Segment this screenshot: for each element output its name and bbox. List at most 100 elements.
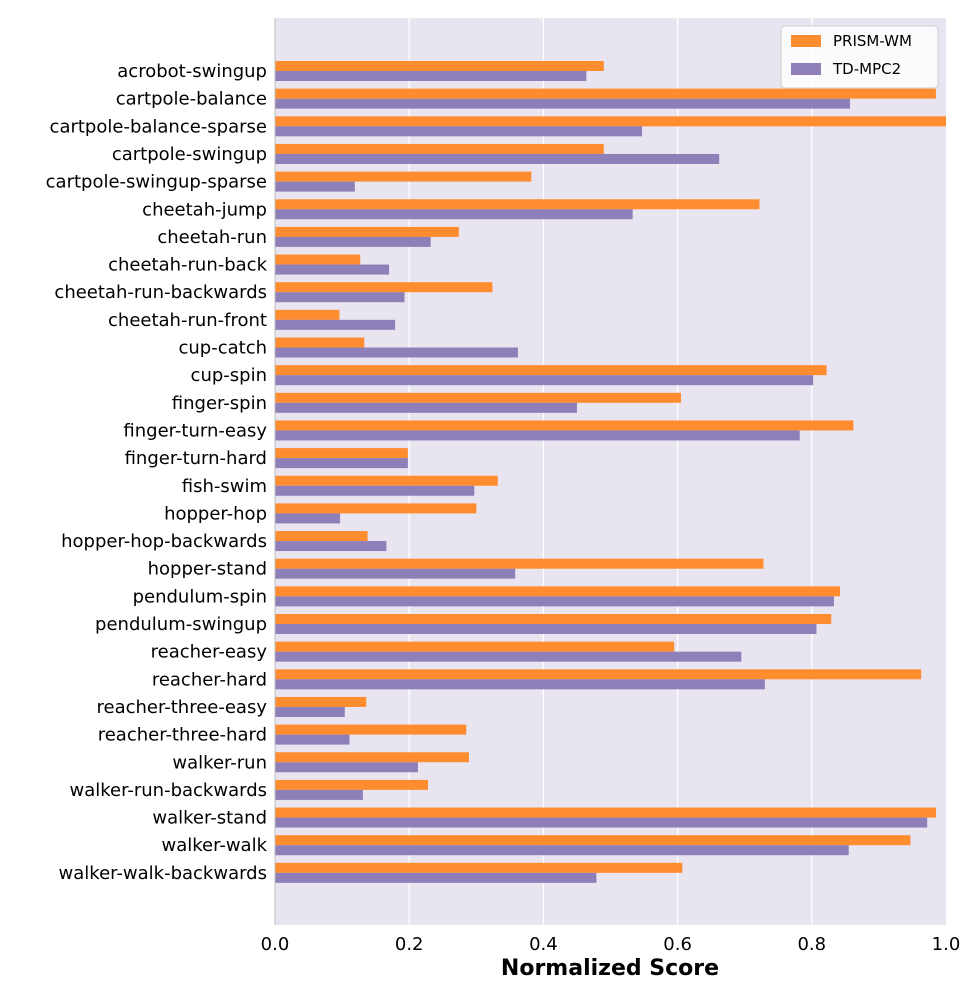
category-label: hopper-hop-backwards	[61, 531, 267, 552]
x-tick-labels: 0.0 0.2 0.4 0.6 0.8 1.0	[261, 934, 961, 955]
grid-lines	[408, 18, 813, 925]
category-label: cartpole-swingup	[112, 144, 267, 165]
category-label: walker-walk-backwards	[59, 863, 267, 884]
legend-swatch-td-mpc2	[791, 63, 821, 75]
bar-td-mpc2-finger-spin	[275, 402, 577, 413]
x-tick-label: 1.0	[932, 934, 961, 955]
category-label: reacher-three-hard	[98, 725, 267, 746]
category-label: finger-spin	[172, 393, 267, 414]
category-label: reacher-easy	[151, 642, 268, 663]
bar-td-mpc2-walker-run	[275, 762, 418, 773]
bar-prism-wm-hopper-stand	[275, 558, 764, 569]
bar-td-mpc2-cheetah-run-back	[275, 264, 390, 275]
x-tick-label: 0.4	[529, 934, 558, 955]
bar-prism-wm-reacher-hard	[275, 669, 922, 680]
bar-prism-wm-cheetah-run-front	[275, 309, 340, 320]
bars	[275, 61, 946, 883]
bar-td-mpc2-reacher-hard	[275, 679, 765, 690]
bar-td-mpc2-hopper-hop	[275, 513, 341, 524]
bar-prism-wm-finger-turn-easy	[275, 420, 854, 431]
bar-td-mpc2-pendulum-swingup	[275, 624, 817, 634]
bar-prism-wm-cheetah-jump	[275, 199, 760, 210]
bar-prism-wm-hopper-hop	[275, 503, 477, 514]
bar-td-mpc2-hopper-hop-backwards	[275, 541, 387, 552]
x-axis-title: Normalized Score	[501, 956, 719, 981]
category-label: cartpole-balance	[116, 89, 267, 110]
category-label: cheetah-run	[157, 227, 267, 248]
bar-td-mpc2-finger-turn-easy	[275, 430, 800, 441]
bar-td-mpc2-cartpole-balance-sparse	[275, 126, 643, 137]
category-label: fish-swim	[182, 476, 267, 497]
category-label: cheetah-jump	[142, 199, 267, 220]
bar-prism-wm-fish-swim	[275, 475, 498, 486]
bar-prism-wm-cartpole-balance	[275, 88, 936, 99]
bar-td-mpc2-reacher-three-easy	[275, 706, 345, 717]
bar-td-mpc2-reacher-three-hard	[275, 734, 350, 745]
bar-prism-wm-hopper-hop-backwards	[275, 531, 368, 542]
bar-prism-wm-pendulum-swingup	[275, 614, 832, 624]
x-tick-label: 0.8	[797, 934, 826, 955]
category-label: reacher-three-easy	[97, 697, 268, 718]
legend: PRISM-WM TD-MPC2	[780, 25, 939, 89]
category-label: pendulum-spin	[133, 586, 267, 607]
plot-area	[275, 18, 946, 925]
category-label: acrobot-swingup	[117, 61, 267, 82]
category-label: finger-turn-hard	[125, 448, 267, 469]
bar-td-mpc2-cartpole-balance	[275, 98, 851, 109]
category-label: walker-stand	[152, 808, 267, 829]
bar-prism-wm-walker-stand	[275, 807, 936, 818]
bar-prism-wm-cheetah-run-back	[275, 254, 361, 265]
bar-td-mpc2-fish-swim	[275, 485, 475, 496]
category-label: cup-spin	[191, 365, 267, 386]
category-label: hopper-hop	[164, 503, 267, 524]
bar-prism-wm-finger-spin	[275, 392, 681, 403]
bar-prism-wm-pendulum-spin	[275, 586, 840, 597]
category-label: walker-walk	[161, 835, 267, 856]
bar-prism-wm-cartpole-swingup	[275, 143, 604, 154]
category-label: hopper-stand	[148, 559, 267, 580]
legend-swatch-prism-wm	[791, 35, 821, 47]
bar-td-mpc2-cheetah-jump	[275, 209, 633, 220]
bar-prism-wm-cup-spin	[275, 365, 827, 376]
bar-td-mpc2-cartpole-swingup-sparse	[275, 181, 355, 192]
category-labels: acrobot-swingup cartpole-balance cartpole-…	[46, 61, 268, 884]
bar-prism-wm-acrobot-swingup	[275, 61, 604, 71]
bar-td-mpc2-cheetah-run-front	[275, 319, 396, 330]
category-label: cheetah-run-back	[108, 255, 268, 276]
bar-td-mpc2-cheetah-run	[275, 236, 431, 247]
category-label: cheetah-run-front	[108, 310, 267, 331]
bar-td-mpc2-walker-walk	[275, 845, 849, 856]
bar-prism-wm-reacher-three-easy	[275, 696, 367, 707]
x-tick-label: 0.6	[663, 934, 692, 955]
bar-prism-wm-walker-walk	[275, 835, 911, 846]
category-label: cup-catch	[178, 338, 267, 359]
bar-prism-wm-cheetah-run	[275, 226, 459, 237]
bar-td-mpc2-walker-stand	[275, 817, 928, 828]
bar-td-mpc2-pendulum-spin	[275, 596, 834, 607]
bar-prism-wm-walker-walk-backwards	[275, 862, 683, 873]
category-label: walker-run-backwards	[70, 780, 267, 801]
category-label: cartpole-swingup-sparse	[46, 172, 267, 193]
bar-td-mpc2-finger-turn-hard	[275, 458, 408, 469]
legend-label-td-mpc2: TD-MPC2	[832, 60, 901, 78]
legend-label-prism-wm: PRISM-WM	[833, 32, 912, 50]
bar-prism-wm-reacher-three-hard	[275, 724, 467, 735]
category-label: reacher-hard	[152, 669, 267, 690]
bar-td-mpc2-walker-run-backwards	[275, 789, 363, 800]
category-label: pendulum-swingup	[95, 614, 267, 635]
bar-prism-wm-reacher-easy	[275, 641, 675, 652]
bar-td-mpc2-cheetah-run-backwards	[275, 292, 405, 303]
bar-td-mpc2-reacher-easy	[275, 651, 742, 662]
x-tick-label: 0.2	[395, 934, 424, 955]
bar-td-mpc2-hopper-stand	[275, 568, 516, 579]
category-label: finger-turn-easy	[123, 420, 267, 441]
category-label: cartpole-balance-sparse	[50, 116, 267, 137]
bar-td-mpc2-acrobot-swingup	[275, 71, 587, 81]
bar-td-mpc2-cup-catch	[275, 347, 518, 358]
bar-prism-wm-walker-run	[275, 752, 469, 763]
bar-td-mpc2-walker-walk-backwards	[275, 872, 597, 883]
x-tick-label: 0.0	[261, 934, 290, 955]
bar-prism-wm-finger-turn-hard	[275, 448, 408, 459]
bar-td-mpc2-cartpole-swingup	[275, 153, 720, 164]
